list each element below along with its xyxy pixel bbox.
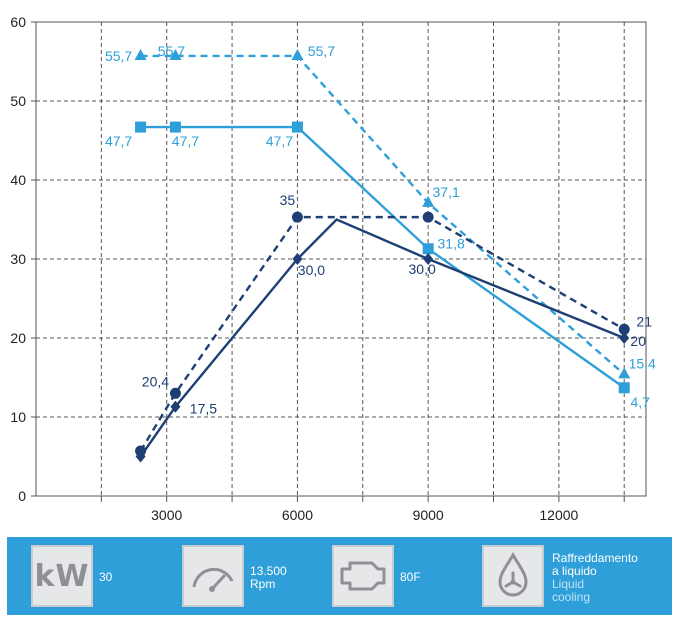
power-value: 30 — [99, 570, 113, 584]
circle-marker — [618, 323, 630, 335]
x-tick-label: 9000 — [413, 507, 444, 523]
circle-marker — [422, 211, 434, 223]
data-label: 20 — [630, 333, 646, 349]
chart-grid — [35, 21, 647, 497]
x-tick-label: 3000 — [151, 507, 182, 523]
triangle-marker — [291, 48, 304, 60]
data-label: 15,4 — [629, 355, 656, 371]
engine-icon — [332, 545, 394, 607]
y-tick-label: 30 — [10, 251, 26, 267]
x-tick-label: 6000 — [282, 507, 313, 523]
rpm-value: 13.500 — [250, 564, 287, 578]
diamond-marker — [423, 253, 434, 265]
square-marker — [169, 121, 181, 133]
cooling-label-it-1: Raffreddamento — [552, 551, 638, 565]
triangle-marker — [618, 367, 631, 379]
chart-series — [134, 48, 631, 463]
square-marker — [135, 121, 147, 133]
triangle-marker — [134, 48, 147, 60]
series-line-2 — [140, 125, 625, 389]
chart-data-labels: 55,7 55,7 55,7 37,1 15,4 47,7 47,7 47,7 31,8 4,7 2… — [105, 43, 656, 417]
chart-axes: 0 10 20 30 40 50 60 3000 6000 9000 12000 — [10, 14, 625, 523]
data-label: 4,7 — [630, 394, 650, 410]
x-tick-label: 12000 — [539, 507, 578, 523]
diamond-marker — [292, 253, 303, 265]
cooling-label-en-2: cooling — [552, 590, 591, 604]
tachometer-icon — [182, 545, 244, 607]
specs-bar: kW 30 13.500 Rpm 80F Raffreddamento a li… — [7, 537, 672, 615]
liquid-cooling-icon — [482, 545, 544, 607]
diamond-marker — [619, 332, 630, 344]
diamond-marker — [170, 400, 181, 413]
data-label: 31,8 — [438, 236, 465, 252]
data-label: 47,7 — [266, 133, 293, 149]
cooling-label-en-1: Liquid — [552, 577, 585, 591]
y-tick-label: 40 — [10, 172, 26, 188]
data-label: 30,0 — [298, 262, 325, 278]
y-tick-label: 0 — [18, 488, 26, 504]
data-label: 17,5 — [190, 401, 217, 417]
rpm-unit: Rpm — [250, 577, 276, 591]
data-label: 47,7 — [172, 133, 199, 149]
cooling-label-it-2: a liquido — [552, 564, 597, 578]
y-tick-label: 10 — [10, 409, 26, 425]
data-label: 21 — [636, 313, 652, 329]
engine-value: 80F — [400, 570, 421, 584]
kw-icon: kW — [31, 545, 93, 607]
data-label: 30,0 — [409, 261, 436, 277]
data-label: 20,4 — [142, 373, 169, 389]
series-line-1 — [140, 54, 626, 376]
data-label: 55,7 — [308, 43, 335, 59]
data-label: 35 — [280, 192, 296, 208]
triangle-marker — [169, 48, 182, 60]
y-tick-label: 60 — [10, 14, 26, 30]
diamond-marker — [135, 450, 146, 463]
y-tick-label: 20 — [10, 330, 26, 346]
square-marker — [291, 121, 303, 133]
circle-marker — [169, 387, 181, 399]
series-line-4 — [139, 218, 625, 458]
data-label: 37,1 — [433, 184, 460, 200]
data-label: 55,7 — [105, 48, 132, 64]
square-marker — [618, 382, 630, 394]
data-label: 55,7 — [158, 43, 185, 59]
y-tick-label: 50 — [10, 93, 26, 109]
square-marker — [422, 243, 434, 255]
circle-marker — [291, 211, 303, 223]
triangle-marker — [422, 195, 435, 207]
data-label: 47,7 — [105, 133, 132, 149]
